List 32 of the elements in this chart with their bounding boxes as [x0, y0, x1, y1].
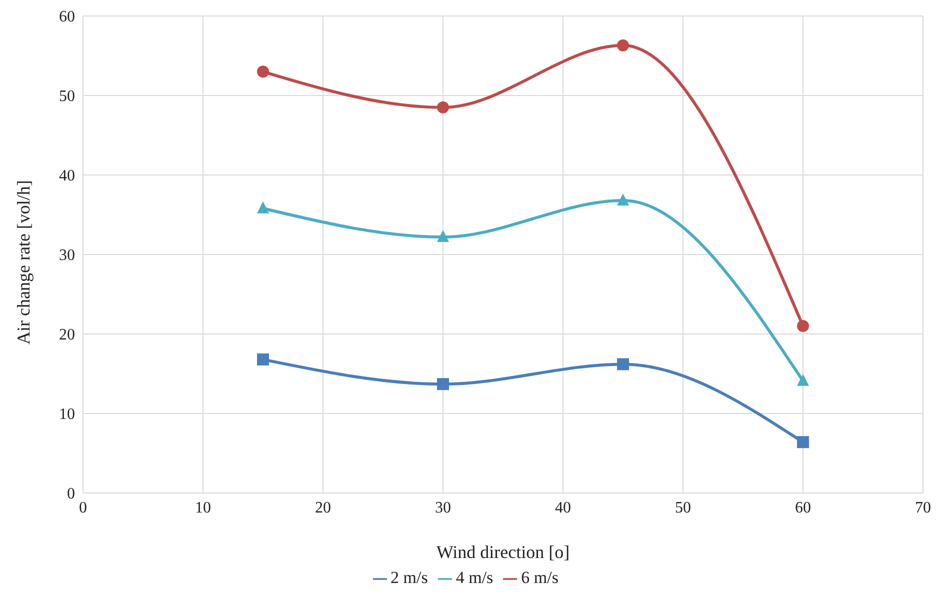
x-tick-label: 40	[555, 499, 571, 516]
point	[617, 193, 629, 206]
point	[797, 374, 809, 386]
point	[617, 39, 629, 52]
point	[257, 201, 269, 214]
y-tick-label: 40	[59, 168, 75, 185]
y-tick-label: 50	[59, 88, 75, 106]
point	[797, 436, 809, 448]
y-tick-label: 0	[67, 486, 75, 503]
legend-label: 4 m/s	[456, 568, 494, 587]
y-tick-label: 30	[59, 247, 75, 264]
point	[437, 101, 449, 114]
point	[257, 353, 269, 366]
x-tick-label: 0	[79, 499, 87, 516]
y-tick-label: 10	[59, 406, 75, 424]
x-tick-label: 70	[915, 499, 931, 516]
point	[257, 66, 269, 78]
x-tick-label: 10	[195, 499, 211, 516]
legend-label: 2 m/s	[390, 568, 428, 587]
point	[617, 358, 629, 370]
x-axis-title: Wind direction [o]	[436, 542, 570, 562]
y-tick-label: 20	[59, 326, 75, 344]
x-tick-label: 20	[315, 499, 331, 516]
x-tick-label: 50	[675, 499, 691, 516]
x-tick-label: 60	[795, 499, 811, 516]
y-axis-title: Air change rate [vol/h]	[13, 180, 34, 344]
x-tick-label: 30	[435, 499, 451, 516]
point	[437, 230, 449, 242]
legend-label: 6 m/s	[521, 568, 558, 587]
point	[437, 378, 449, 390]
y-tick-label: 60	[59, 8, 75, 26]
point	[797, 320, 809, 332]
